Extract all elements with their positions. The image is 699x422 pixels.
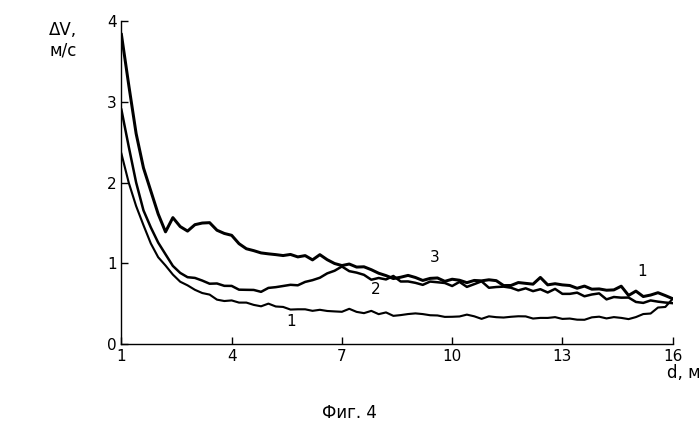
Text: 3: 3: [430, 250, 440, 265]
Text: 1: 1: [637, 263, 647, 279]
Text: 1: 1: [287, 314, 296, 330]
X-axis label: d, м: d, м: [667, 364, 699, 381]
Text: 2: 2: [371, 282, 381, 297]
Text: Фиг. 4: Фиг. 4: [322, 404, 377, 422]
Y-axis label: ΔV,
м/с: ΔV, м/с: [49, 21, 78, 60]
